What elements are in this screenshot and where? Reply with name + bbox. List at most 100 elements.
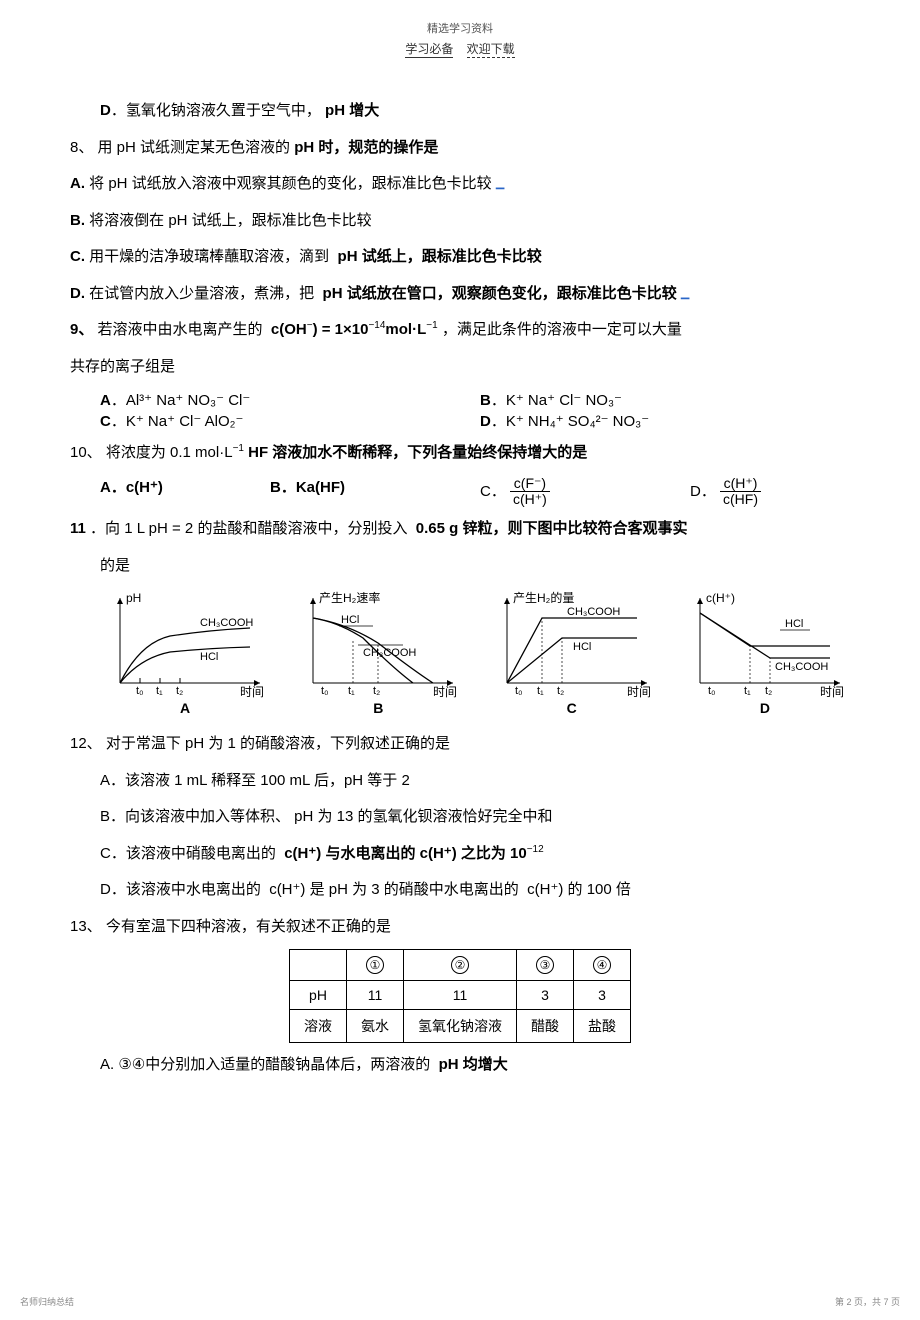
opt-label: D — [100, 102, 111, 119]
blue-mark-icon: ▁ — [681, 287, 689, 299]
q11-charts: pH 时间 CH₃COOH HCl t₀ t₁ t₂ A 产生H₂速率 时间 — [100, 588, 850, 716]
q-num: 8、 — [70, 139, 93, 156]
q-num: 13、 — [70, 918, 102, 935]
q12-option-c: C．该溶液中硝酸电离出的 c(H⁺) 与水电离出的 c(H⁺) 之比为 10−1… — [70, 840, 850, 869]
svg-text:HCl: HCl — [200, 651, 218, 663]
q13-table: ① ② ③ ④ pH 11 11 3 3 溶液 氨水 氢氧化钠溶液 醋酸 盐酸 — [289, 949, 631, 1043]
svg-text:t₂: t₂ — [373, 685, 380, 697]
stem-1: 用 pH 试纸测定某无色溶液的 — [98, 139, 291, 156]
svg-text:t₀: t₀ — [515, 685, 523, 697]
svg-text:t₀: t₀ — [136, 685, 144, 697]
formula-exp: −14 — [368, 320, 385, 331]
svg-text:t₂: t₂ — [557, 685, 564, 697]
q10-option-a: A．c(H⁺) — [100, 476, 230, 508]
svg-text:t₀: t₀ — [321, 685, 329, 697]
q9-stem-line1: 9、 若溶液中由水电离产生的 c(OH−) = 1×10−14mol·L−1 ，… — [70, 316, 850, 345]
q9-option-d: D．K⁺ NH₄⁺ SO₄²⁻ NO₃⁻ — [480, 410, 649, 431]
svg-text:CH₃COOH: CH₃COOH — [567, 606, 620, 618]
page: 精选学习资料 学习必备 欢迎下载 D．氢氧化钠溶液久置于空气中， pH 增大 8… — [0, 0, 920, 1320]
opt-label: A. — [70, 175, 85, 192]
chart-a: pH 时间 CH₃COOH HCl t₀ t₁ t₂ A — [100, 588, 270, 716]
opt-text-1: 用干燥的洁净玻璃棒蘸取溶液，滴到 — [89, 248, 329, 265]
stem-1: ．向 1 L pH = 2 的盐酸和醋酸溶液中，分别投入 — [90, 520, 407, 537]
opt-text-2: pH 试纸放在管口，观察颜色变化，跟标准比色卡比较 — [323, 285, 677, 302]
svg-text:t₁: t₁ — [156, 685, 163, 697]
q10-stem: 10、 将浓度为 0.1 mol·L−1 HF 溶液加水不断稀释，下列各量始终保… — [70, 439, 850, 468]
chart-label: A — [100, 700, 270, 716]
opt-tail: pH 增大 — [325, 102, 379, 119]
q8-option-a: A. 将 pH 试纸放入溶液中观察其颜色的变化，跟标准比色卡比较 ▁ — [70, 170, 850, 199]
svg-text:t₀: t₀ — [708, 685, 716, 697]
q12-stem: 12、 对于常温下 pH 为 1 的硝酸溶液，下列叙述正确的是 — [70, 730, 850, 759]
q13-option-a: A. ③④中分别加入适量的醋酸钠晶体后，两溶液的 pH 均增大 — [70, 1051, 850, 1080]
chart-label: C — [487, 700, 657, 716]
svg-text:c(H⁺): c(H⁺) — [706, 591, 735, 605]
opt-text: ．氢氧化钠溶液久置于空气中， — [111, 102, 321, 119]
q10-option-c: C． c(F⁻)c(H⁺) — [480, 476, 650, 508]
table-row: 溶液 氨水 氢氧化钠溶液 醋酸 盐酸 — [290, 1010, 631, 1043]
opt-label: D. — [70, 285, 85, 302]
formula-unit: mol·L — [385, 321, 426, 338]
q13-stem: 13、 今有室温下四种溶液，有关叙述不正确的是 — [70, 913, 850, 942]
formula-pre: c(OH — [271, 321, 307, 338]
svg-text:CH₃COOH: CH₃COOH — [200, 617, 253, 629]
fraction: c(H⁺)c(HF) — [720, 476, 761, 508]
svg-text:CH₃COOH: CH₃COOH — [775, 661, 828, 673]
q8-option-b: B. 将溶液倒在 pH 试纸上，跟标准比色卡比较 — [70, 207, 850, 236]
svg-text:时间: 时间 — [627, 685, 651, 698]
q10-option-d: D． c(H⁺)c(HF) — [690, 476, 761, 508]
q10-option-b: B．Ka(HF) — [270, 476, 440, 508]
table-row: ① ② ③ ④ — [290, 950, 631, 981]
sub-left: 学习必备 — [405, 42, 453, 58]
stem-2: HF 溶液加水不断稀释，下列各量始终保持增大的是 — [248, 444, 587, 461]
q9-stem-line2: 共存的离子组是 — [70, 353, 850, 382]
opt-label: B. — [70, 212, 85, 229]
fraction: c(F⁻)c(H⁺) — [510, 476, 550, 508]
chart-d: c(H⁺) 时间 HCl CH₃COOH t₀ t₁ t₂ D — [680, 588, 850, 716]
sub-right: 欢迎下载 — [467, 42, 515, 58]
stem-exp: −1 — [233, 443, 244, 454]
q-num: 12、 — [70, 735, 102, 752]
opt-text-1: 在试管内放入少量溶液，煮沸，把 — [89, 285, 314, 302]
q9-option-b: B．K⁺ Na⁺ Cl⁻ NO₃⁻ — [480, 389, 622, 410]
q12-option-a: A．该溶液 1 mL 稀释至 100 mL 后，pH 等于 2 — [70, 767, 850, 796]
svg-text:时间: 时间 — [240, 685, 264, 698]
opt-text-2: pH 试纸上，跟标准比色卡比较 — [338, 248, 542, 265]
svg-text:t₁: t₁ — [348, 685, 355, 697]
svg-text:t₁: t₁ — [744, 685, 751, 697]
chart-label: B — [293, 700, 463, 716]
svg-text:pH: pH — [126, 591, 141, 605]
q12-option-d: D．该溶液中水电离出的 c(H⁺) 是 pH 为 3 的硝酸中水电离出的 c(H… — [70, 876, 850, 905]
footer-right: 第 2 页，共 7 页 — [835, 1295, 900, 1308]
svg-text:CH₃COOH: CH₃COOH — [363, 647, 416, 659]
stem-1: 若溶液中由水电离产生的 — [98, 321, 263, 338]
q12-option-b: B．向该溶液中加入等体积、 pH 为 13 的氢氧化钡溶液恰好完全中和 — [70, 803, 850, 832]
svg-text:HCl: HCl — [785, 618, 803, 630]
chart-label: D — [680, 700, 850, 716]
q8-option-d: D. 在试管内放入少量溶液，煮沸，把 pH 试纸放在管口，观察颜色变化，跟标准比… — [70, 280, 850, 309]
svg-text:t₂: t₂ — [765, 685, 772, 697]
stem-2: ，满足此条件的溶液中一定可以大量 — [442, 321, 682, 338]
q11-stem-line2: 的是 — [70, 552, 850, 581]
svg-text:产生H₂的量: 产生H₂的量 — [513, 590, 574, 605]
sub-header: 学习必备 欢迎下载 — [70, 40, 850, 57]
blue-mark-icon: ▁ — [496, 178, 504, 190]
stem: 对于常温下 pH 为 1 的硝酸溶液，下列叙述正确的是 — [106, 735, 450, 752]
svg-text:t₁: t₁ — [537, 685, 544, 697]
q9-options-row1: A．Al³⁺ Na⁺ NO₃⁻ Cl⁻ B．K⁺ Na⁺ Cl⁻ NO₃⁻ — [70, 389, 850, 410]
q9-option-a: A．Al³⁺ Na⁺ NO₃⁻ Cl⁻ — [100, 389, 440, 410]
stem-1: 将浓度为 0.1 mol·L — [106, 444, 233, 461]
stem: 今有室温下四种溶液，有关叙述不正确的是 — [106, 918, 391, 935]
opt-text: 将 pH 试纸放入溶液中观察其颜色的变化，跟标准比色卡比较 — [89, 175, 492, 192]
q8-option-c: C. 用干燥的洁净玻璃棒蘸取溶液，滴到 pH 试纸上，跟标准比色卡比较 — [70, 243, 850, 272]
q-num: 11 — [70, 520, 86, 537]
stem-2: 0.65 g 锌粒，则下图中比较符合客观事实 — [416, 520, 688, 537]
q11-stem-line1: 11 ．向 1 L pH = 2 的盐酸和醋酸溶液中，分别投入 0.65 g 锌… — [70, 515, 850, 544]
svg-text:时间: 时间 — [433, 685, 457, 698]
svg-text:HCl: HCl — [341, 614, 359, 626]
chart-c: 产生H₂的量 时间 CH₃COOH HCl t₀ t₁ t₂ C — [487, 588, 657, 716]
q8-stem: 8、 用 pH 试纸测定某无色溶液的 pH 时，规范的操作是 — [70, 134, 850, 163]
svg-text:时间: 时间 — [820, 685, 844, 698]
opt-label: C. — [70, 248, 85, 265]
table-row: pH 11 11 3 3 — [290, 981, 631, 1010]
